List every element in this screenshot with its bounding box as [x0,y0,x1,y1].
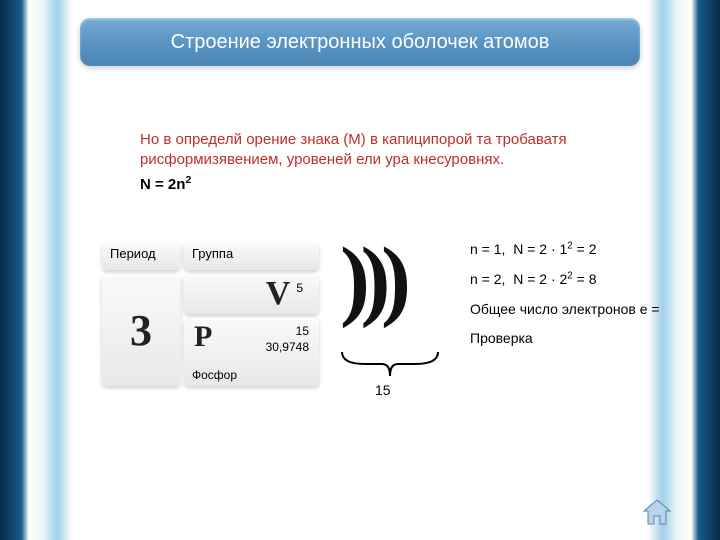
calc-row-1: n = 1, N = 2 · 12 = 22 [470,240,660,258]
calc-row-2: n = 2, N = 2 · 22 = 88 [470,270,660,288]
cell-period: 3 [102,274,180,386]
body-text-block: Но в определй орение знака (М) в капицип… [140,130,650,195]
element-name: Фосфор [192,368,252,382]
slide-title: Строение электронных оболочек атомов [80,18,640,66]
calc-r1-b: N = 2 · 1 [513,241,567,257]
calc-r1-a: n = 1, [470,241,505,257]
calc-total: Общее число электронов е = [470,300,660,318]
group-sub: 5 [296,281,303,295]
electron-shells-arcs: ) ) ) [340,235,395,325]
formula-exponent: 2 [185,174,191,186]
hdr-period: Период [102,242,180,270]
calc-r2-c: = 8 [573,271,597,287]
brace-icon [340,350,440,380]
body-line-1: Но в определй орение знака (М) в капицип… [140,130,650,150]
calc-r2-b: N = 2 · 2 [513,271,567,287]
element-z: 15 [296,324,309,338]
body-line-2: рисформизявением, уровеней ели ура кнесу… [140,150,650,170]
calc-r1-c: = 2 [573,241,597,257]
calc-block: n = 1, N = 2 · 12 = 22 n = 2, N = 2 · 22… [470,240,660,347]
home-icon[interactable] [642,498,672,526]
periodic-cell-table: Период Группа 3 V 5 P 15 30,9748 Фосфор [100,240,325,388]
period-number: 3 [130,305,152,356]
group-roman: V [266,275,291,313]
hdr-group: Группа [184,242,319,270]
cell-group: V 5 [184,274,319,314]
element-mass: 30,9748 [266,340,309,354]
formula-lhs: N = 2n [140,176,185,193]
calc-r2-a: n = 2, [470,271,505,287]
brace-label: 15 [375,382,391,398]
calc-check: Проверка [470,329,660,347]
element-symbol: P [194,320,212,354]
formula: N = 2n2 [140,173,650,195]
cell-element: P 15 30,9748 Фосфор [184,318,319,386]
